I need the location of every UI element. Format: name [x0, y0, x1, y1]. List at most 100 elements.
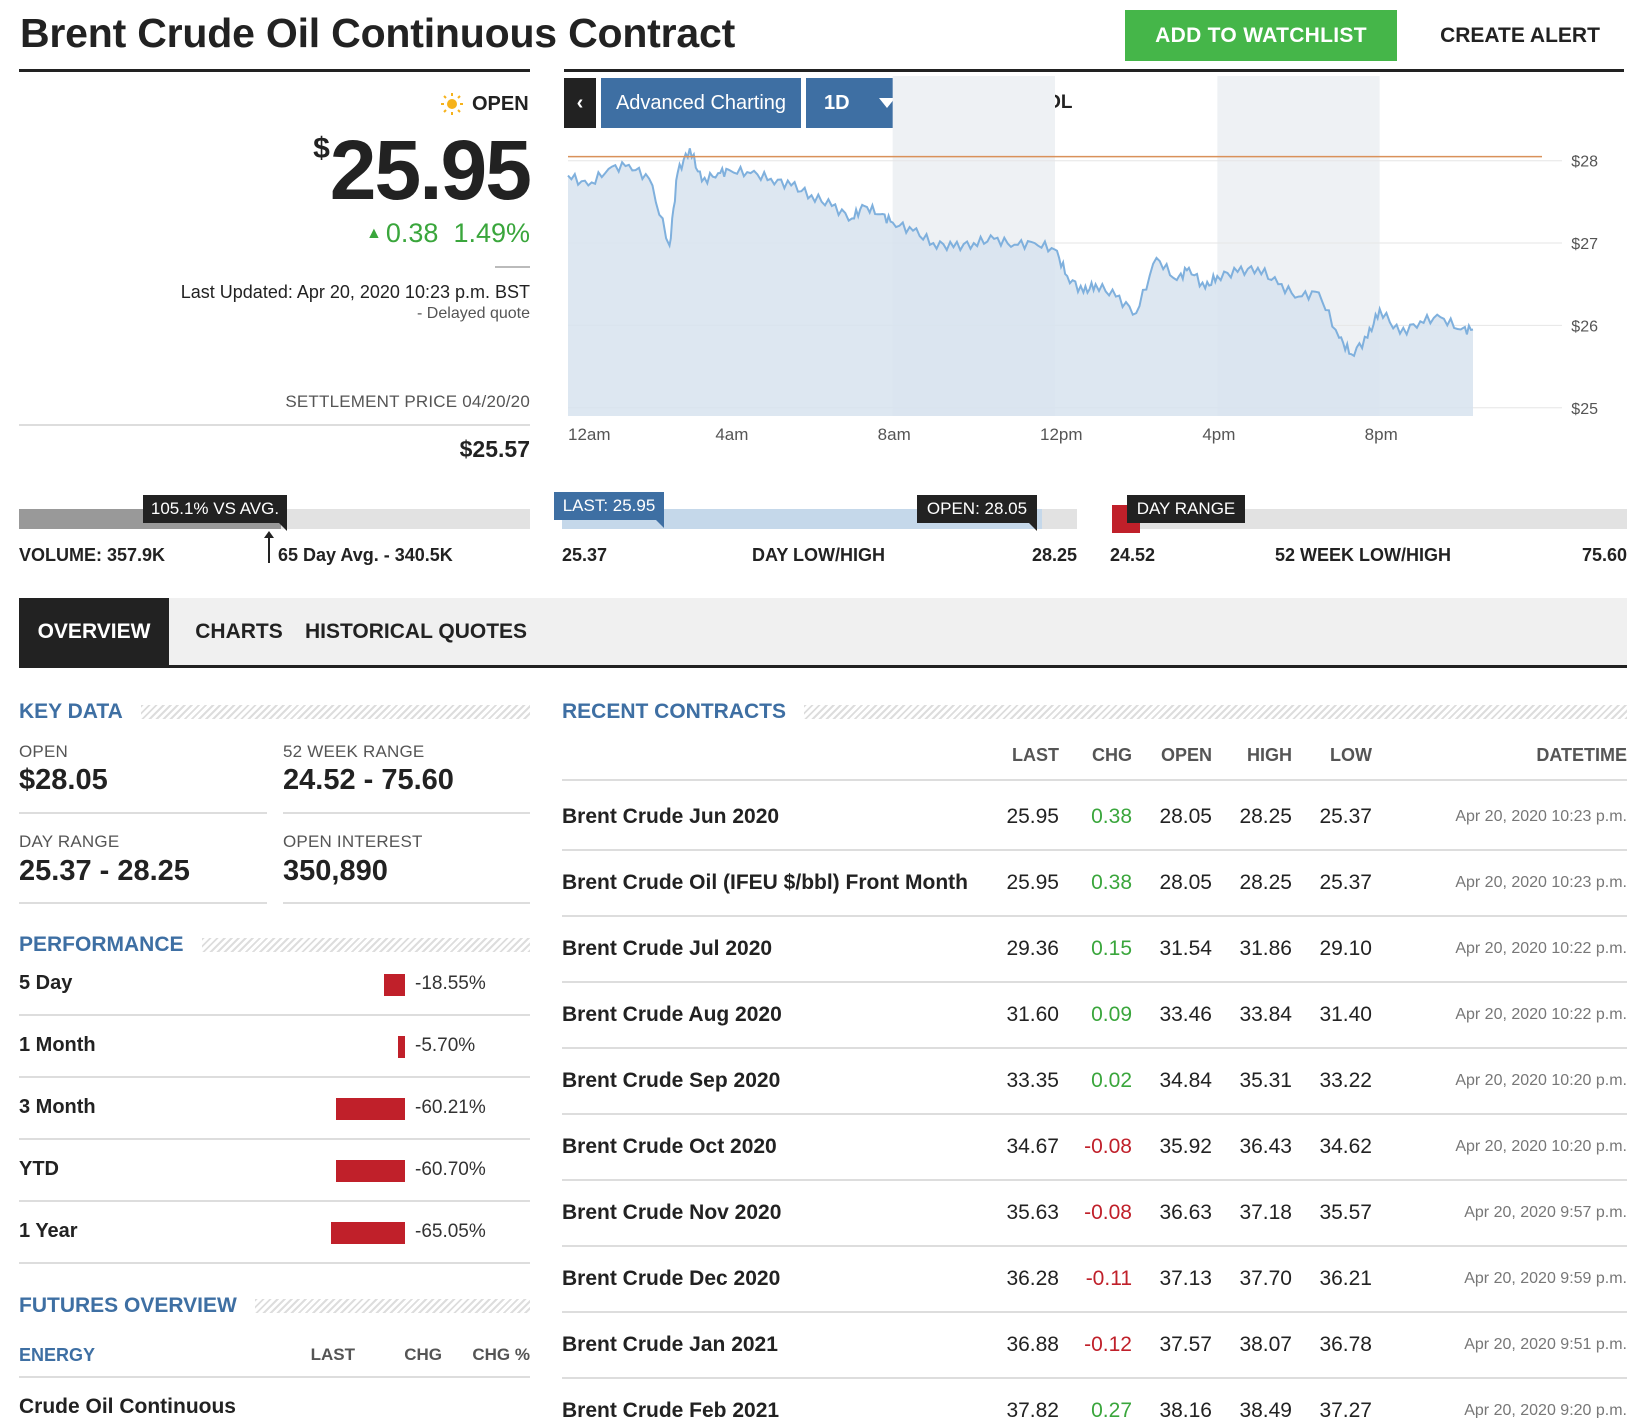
contract-low: 35.57 — [1319, 1201, 1372, 1224]
y-tick-label: $25 — [1571, 401, 1598, 418]
week-range-label: 52 WEEK LOW/HIGH — [1275, 545, 1452, 565]
last-price: $25.95 — [300, 128, 532, 212]
performance-bar — [336, 1098, 405, 1120]
contract-datetime: Apr 20, 2020 10:23 p.m. — [1455, 874, 1627, 891]
chevron-down-icon — [879, 98, 895, 108]
volume-vs-avg-tag: 105.1% VS AVG. — [143, 495, 287, 531]
contract-change: 0.09 — [1091, 1003, 1132, 1026]
contract-open: 31.54 — [1159, 937, 1212, 960]
divider — [19, 1262, 530, 1264]
contract-last: 25.95 — [1006, 871, 1059, 894]
contract-name[interactable]: Brent Crude Jun 2020 — [562, 805, 780, 828]
contract-name[interactable]: Brent Crude Oct 2020 — [562, 1135, 777, 1158]
add-to-watchlist-button[interactable]: ADD TO WATCHLIST — [1125, 10, 1397, 61]
futures-chg-header: CHG — [404, 1345, 442, 1364]
tab-historical-quotes[interactable]: HISTORICAL QUOTES — [304, 620, 528, 643]
contract-low: 36.78 — [1319, 1333, 1372, 1356]
day-range-key-label: DAY RANGE — [19, 832, 120, 851]
delayed-note: - Delayed quote — [417, 305, 530, 322]
performance-row-value: -65.05% — [415, 1221, 486, 1242]
contract-low: 25.37 — [1319, 871, 1372, 894]
futures-overview-header: FUTURES OVERVIEW — [19, 1294, 530, 1318]
contract-name[interactable]: Brent Crude Nov 2020 — [562, 1201, 782, 1224]
contract-open: 34.84 — [1159, 1069, 1212, 1092]
hatch-divider — [254, 1299, 530, 1313]
contract-low: 33.22 — [1319, 1069, 1372, 1092]
performance-title: PERFORMANCE — [19, 933, 184, 956]
divider — [562, 1113, 1627, 1115]
contract-datetime: Apr 20, 2020 9:57 p.m. — [1464, 1204, 1627, 1221]
create-alert-button[interactable]: CREATE ALERT — [1420, 10, 1620, 61]
contract-name[interactable]: Brent Crude Sep 2020 — [562, 1069, 781, 1092]
divider — [562, 1377, 1627, 1379]
contract-open: 36.63 — [1159, 1201, 1212, 1224]
page-title: Brent Crude Oil Continuous Contract — [20, 10, 736, 56]
contract-name[interactable]: Brent Crude Jul 2020 — [562, 937, 773, 960]
tab-charts[interactable]: CHARTS — [195, 620, 283, 643]
contract-open: 37.13 — [1159, 1267, 1212, 1290]
col-open-header: OPEN — [1160, 745, 1212, 765]
performance-row-label: 1 Year — [19, 1220, 78, 1242]
price-change: ▲ 0.38 1.49% — [300, 218, 530, 249]
contract-open: 28.05 — [1159, 871, 1212, 894]
divider — [562, 981, 1627, 983]
chart-back-button[interactable]: ‹ — [564, 78, 596, 128]
last-updated: Last Updated: Apr 20, 2020 10:23 p.m. BS… — [180, 282, 530, 302]
x-tick-label: 8pm — [1365, 425, 1398, 444]
change-value: 0.38 — [385, 218, 439, 248]
x-tick-label: 8am — [878, 425, 911, 444]
tab-overview[interactable]: OVERVIEW — [19, 598, 169, 666]
col-chg-header: CHG — [1092, 745, 1132, 765]
contract-open: 38.16 — [1159, 1399, 1212, 1418]
divider — [562, 1047, 1627, 1049]
contract-change: 0.27 — [1091, 1399, 1132, 1418]
contract-high: 37.18 — [1239, 1201, 1292, 1224]
up-triangle-icon: ▲ — [366, 225, 382, 242]
contract-name[interactable]: Brent Crude Feb 2021 — [562, 1399, 780, 1418]
col-last-header: LAST — [1012, 745, 1059, 765]
contract-open: 35.92 — [1159, 1135, 1212, 1158]
price-line — [567, 148, 1474, 358]
change-percent: 1.49% — [453, 218, 530, 248]
contract-high: 28.25 — [1239, 871, 1292, 894]
price-chart[interactable]: $28 $27 $26 $25 12am 4am 8am 12pm 4pm 8pm — [562, 76, 1628, 466]
currency-symbol: $ — [313, 132, 330, 165]
advanced-charting-button[interactable]: Advanced Charting — [601, 78, 801, 128]
divider — [19, 1200, 530, 1202]
energy-category[interactable]: ENERGY — [19, 1345, 96, 1365]
futures-row-name[interactable]: Crude Oil Continuous — [19, 1395, 236, 1418]
contract-name[interactable]: Brent Crude Jan 2021 — [562, 1333, 778, 1356]
contract-low: 25.37 — [1319, 805, 1372, 828]
contract-datetime: Apr 20, 2020 9:20 p.m. — [1464, 1402, 1627, 1418]
contract-change: -0.08 — [1084, 1201, 1132, 1224]
divider — [562, 1311, 1627, 1313]
performance-row-value: -60.21% — [415, 1097, 486, 1118]
contract-name[interactable]: Brent Crude Oil (IFEU $/bbl) Front Month — [562, 871, 968, 894]
open-label: OPEN — [19, 742, 68, 761]
last-tag: LAST: 25.95 — [554, 492, 664, 528]
contract-change: -0.08 — [1084, 1135, 1132, 1158]
contract-datetime: Apr 20, 2020 10:22 p.m. — [1455, 940, 1627, 957]
contract-change: 0.38 — [1091, 805, 1132, 828]
x-tick-label: 12am — [568, 425, 611, 444]
price-value: 25.95 — [329, 123, 532, 217]
divider — [283, 812, 530, 814]
price-area — [568, 148, 1474, 416]
contract-datetime: Apr 20, 2020 9:59 p.m. — [1464, 1270, 1627, 1287]
divider — [562, 779, 1627, 781]
volume-label: VOLUME: 357.9K — [19, 545, 166, 565]
contract-last: 36.88 — [1006, 1333, 1059, 1356]
contract-low: 37.27 — [1319, 1399, 1372, 1418]
contract-name[interactable]: Brent Crude Dec 2020 — [562, 1267, 781, 1290]
contract-last: 34.67 — [1006, 1135, 1059, 1158]
x-tick-label: 4pm — [1202, 425, 1235, 444]
contract-change: 0.15 — [1091, 937, 1132, 960]
sun-icon — [441, 93, 463, 115]
week-high: 75.60 — [1581, 545, 1627, 565]
divider — [19, 665, 1627, 668]
contract-name[interactable]: Brent Crude Aug 2020 — [562, 1003, 782, 1026]
performance-bar — [335, 1160, 405, 1182]
y-tick-label: $26 — [1571, 318, 1598, 335]
settlement-label: SETTLEMENT PRICE 04/20/20 — [285, 392, 530, 411]
hatch-divider — [804, 705, 1627, 719]
